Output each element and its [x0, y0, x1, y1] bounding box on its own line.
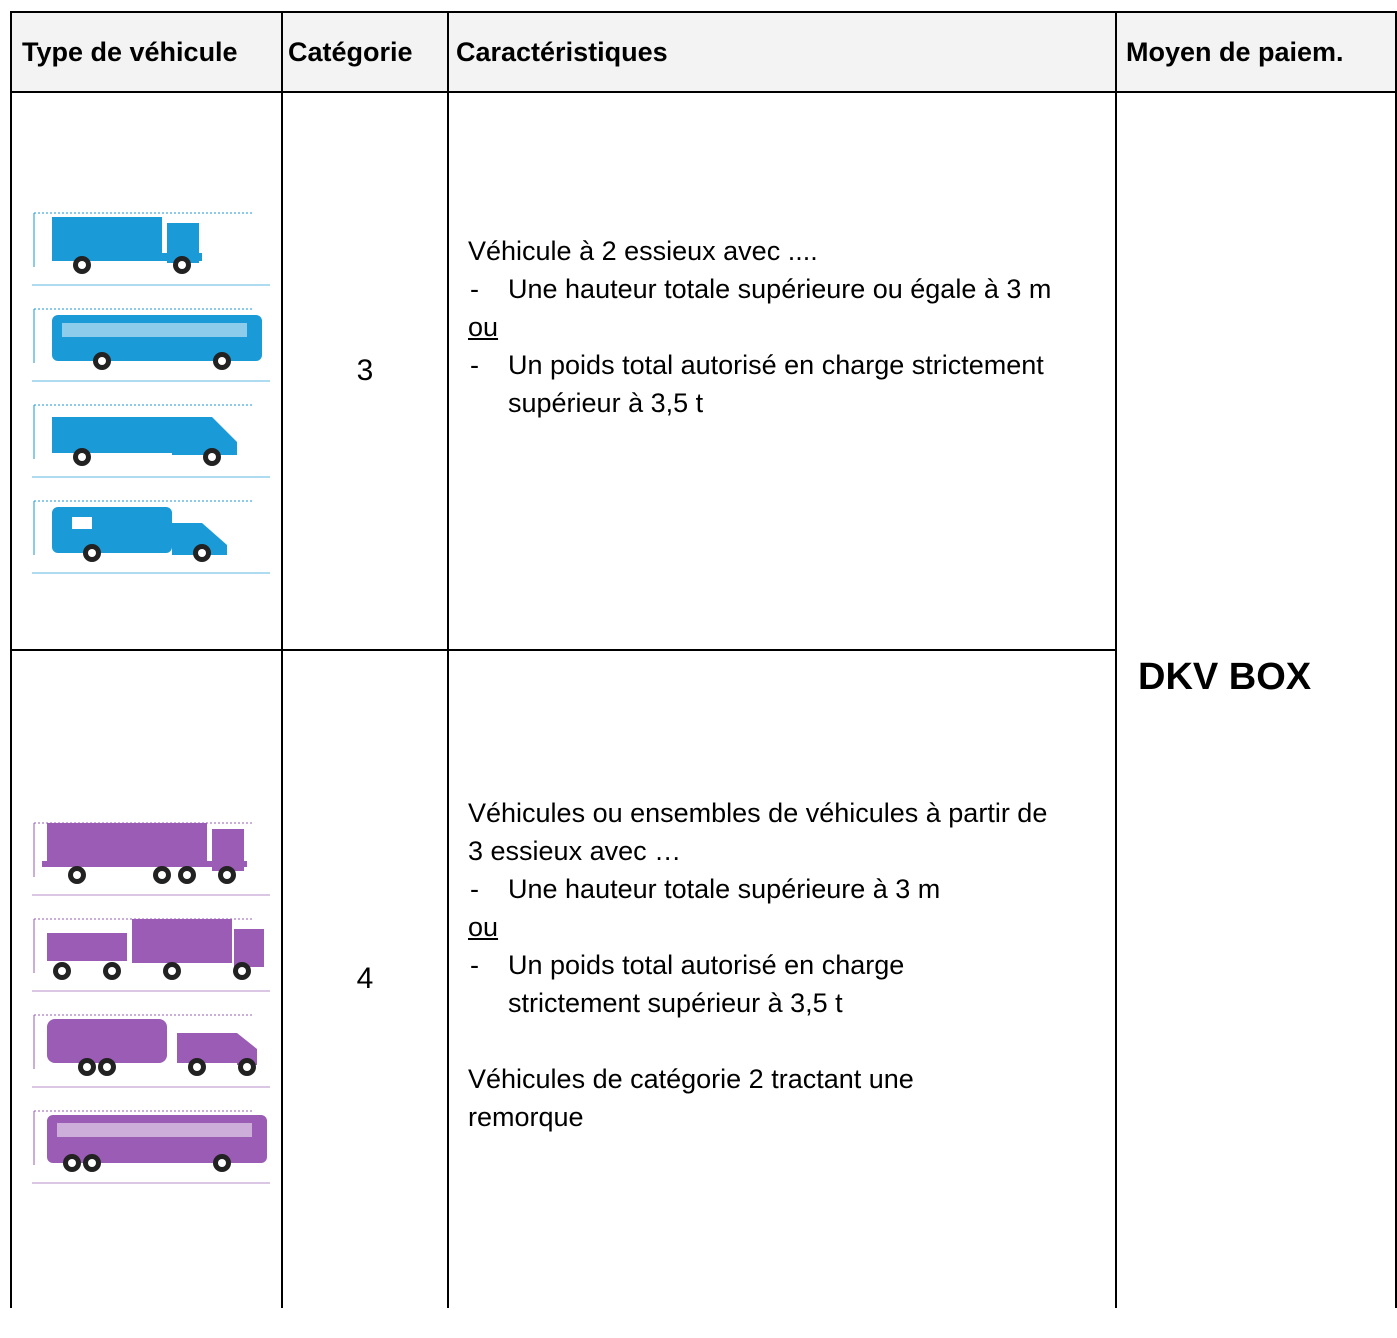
border — [447, 11, 449, 1308]
header-cell: Catégorie — [288, 36, 413, 67]
list-item: - Un poids total autorisé en charge stric… — [468, 346, 1108, 422]
vehicle-icon — [32, 822, 270, 896]
border — [10, 649, 1116, 651]
header-cell: Caractéristiques — [456, 36, 668, 67]
characteristics: Véhicules ou ensembles de véhicules à pa… — [468, 794, 1108, 1174]
border — [281, 11, 283, 1308]
separator: ou — [468, 312, 499, 342]
vehicle-icon — [32, 308, 270, 382]
vehicle-icon — [32, 500, 270, 574]
category: 3 — [356, 354, 374, 387]
outro: Véhicules de catégorie 2 tractant une re… — [468, 1064, 914, 1132]
page: Type de véhicule Catégorie Caractéristiq… — [10, 11, 1397, 1308]
payment: DKV BOX — [1138, 656, 1312, 698]
vehicle-icon — [32, 212, 270, 286]
vehicle-icon — [32, 918, 270, 992]
border — [10, 91, 1397, 93]
vehicle-icon — [32, 1014, 270, 1088]
border — [1115, 11, 1117, 1308]
item-text: Une hauteur totale supérieure à 3 m — [508, 874, 941, 904]
intro: Véhicule à 2 essieux avec .... — [468, 236, 818, 266]
item-text: Une hauteur totale supérieure ou égale à… — [508, 274, 1052, 304]
header-cell: Moyen de paiem. — [1126, 36, 1344, 67]
list-item: - Un poids total autorisé en charge stric… — [468, 946, 1108, 1022]
list-item: - Une hauteur totale supérieure à 3 m — [468, 870, 1108, 908]
item-text: Un poids total autorisé en charge strict… — [508, 950, 905, 1018]
intro: Véhicules ou ensembles de véhicules à pa… — [468, 798, 1048, 866]
list-item: - Une hauteur totale supérieure ou égale … — [468, 270, 1108, 308]
header-cell: Type de véhicule — [22, 36, 238, 67]
category: 4 — [356, 962, 374, 995]
separator: ou — [468, 912, 499, 942]
border — [10, 11, 1397, 13]
header-background — [10, 12, 1397, 92]
vehicle-icon — [32, 404, 270, 478]
vehicle-icon — [32, 1110, 270, 1184]
item-text: Un poids total autorisé en charge strict… — [508, 350, 1044, 418]
characteristics: Véhicule à 2 essieux avec .... - Une haut… — [468, 232, 1108, 488]
border — [10, 11, 12, 1308]
border — [1395, 11, 1397, 1308]
